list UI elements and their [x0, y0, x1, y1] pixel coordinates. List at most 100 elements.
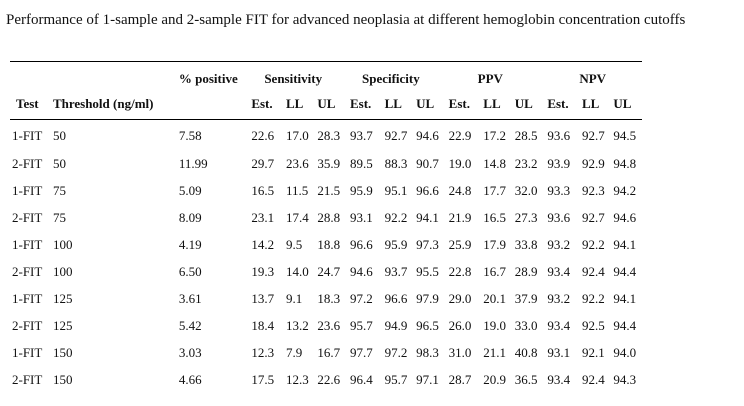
table-cell: 97.9 [416, 290, 439, 306]
table-cell: 23.1 [251, 209, 275, 225]
table-body: 1-FIT 50 7.58 22.6 17.0 28.3 93.7 92.7 94.6 22.9 1… [10, 120, 642, 394]
table-cell: 100 [52, 236, 73, 252]
header-est: Est. [547, 96, 569, 111]
header-pct-positive: % positive [178, 71, 238, 86]
table-cell: 97.7 [349, 344, 373, 360]
table-cell: 94.8 [613, 155, 637, 171]
table-cell: 28.8 [317, 209, 341, 225]
table-cell: 14.0 [285, 263, 309, 279]
table-row: 1-FIT 50 7.58 22.6 17.0 28.3 93.7 92.7 94.6 22.9 1… [10, 120, 642, 151]
table-row: 2-FIT 100 6.50 19.3 14.0 24.7 94.6 93.7 95.5 22.8… [10, 258, 642, 285]
table-cell: 22.9 [448, 128, 472, 143]
table-cell: 7.9 [285, 344, 303, 360]
table-cell: 92.4 [581, 263, 605, 279]
table-cell: 7.58 [178, 128, 202, 143]
table-cell: 4.66 [178, 371, 202, 387]
table-cell: 4.19 [178, 236, 202, 252]
table-cell: 93.6 [547, 128, 571, 143]
header-ul: UL [514, 96, 533, 111]
header-ul: UL [317, 96, 336, 111]
table-cell: 22.8 [448, 263, 472, 279]
table-cell: 12.3 [251, 344, 275, 360]
table-cell: 19.0 [448, 155, 472, 171]
table-cell: 93.1 [349, 209, 373, 225]
table-cell: 16.7 [317, 344, 341, 360]
table-cell: 17.7 [483, 182, 507, 198]
table-cell: 95.7 [349, 317, 373, 333]
table-cell: 22.6 [317, 371, 341, 387]
table-cell: 5.42 [178, 317, 202, 333]
table-cell: 3.03 [178, 344, 202, 360]
table-cell: 13.2 [285, 317, 309, 333]
table-cell: 27.3 [514, 209, 538, 225]
table-cell: 150 [52, 344, 73, 360]
table-cell: 93.1 [547, 344, 571, 360]
table-cell: 14.2 [251, 236, 275, 252]
table-cell: 95.5 [416, 263, 439, 279]
table-cell: 75 [52, 182, 66, 198]
table-cell: 21.5 [317, 182, 341, 198]
table-cell: 88.3 [384, 155, 408, 171]
table-cell: 94.0 [613, 344, 637, 360]
table-cell: 97.2 [384, 344, 408, 360]
table-cell: 93.4 [547, 317, 571, 333]
table-row: 1-FIT 100 4.19 14.2 9.5 18.8 96.6 95.9 97.3 25.9 1… [10, 231, 642, 258]
table-cell: 95.9 [349, 182, 373, 198]
table-cell: 3.61 [178, 290, 202, 306]
table-cell: 21.1 [483, 344, 507, 360]
table-cell: 96.5 [416, 317, 439, 333]
table-cell: 96.6 [384, 290, 408, 306]
results-table: % positive Sensitivity Specificity PPV N… [10, 61, 642, 393]
table-caption: Performance of 1-sample and 2-sample FIT… [6, 12, 686, 28]
table-cell: 94.2 [613, 182, 637, 198]
table-cell: 20.1 [483, 290, 507, 306]
table-cell: 1-FIT [12, 290, 43, 306]
table-cell: 36.5 [514, 371, 538, 387]
table-cell: 92.7 [581, 128, 605, 143]
table-cell: 24.8 [448, 182, 472, 198]
table-cell: 125 [52, 290, 73, 306]
header-est: Est. [448, 96, 470, 111]
table-cell: 16.7 [483, 263, 507, 279]
table-cell: 50 [52, 155, 66, 171]
table-cell: 13.7 [251, 290, 275, 306]
table-cell: 92.2 [581, 290, 605, 306]
header-sub-row: Test Threshold (ng/ml) Est. LL UL Est. L… [10, 89, 642, 120]
table-cell: 75 [52, 209, 66, 225]
table-cell: 93.3 [547, 182, 571, 198]
table-cell: 92.7 [384, 128, 408, 143]
table-cell: 33.8 [514, 236, 538, 252]
table-cell: 100 [52, 263, 73, 279]
table-cell: 95.1 [384, 182, 408, 198]
table-cell: 5.09 [178, 182, 202, 198]
table-cell: 89.5 [349, 155, 373, 171]
table-cell: 92.7 [581, 209, 605, 225]
table-cell: 22.6 [251, 128, 275, 143]
table-cell: 96.4 [349, 371, 373, 387]
table-cell: 18.8 [317, 236, 341, 252]
table-cell: 40.8 [514, 344, 538, 360]
table-cell: 92.9 [581, 155, 605, 171]
table-cell: 29.0 [448, 290, 472, 306]
header-specificity: Specificity [361, 71, 420, 86]
table-cell: 17.2 [483, 128, 507, 143]
table-cell: 94.4 [613, 263, 637, 279]
table-cell: 96.6 [349, 236, 373, 252]
table-cell: 17.9 [483, 236, 507, 252]
table-cell: 1-FIT [12, 182, 43, 198]
table-cell: 90.7 [416, 155, 439, 171]
table-cell: 23.6 [285, 155, 309, 171]
table-cell: 125 [52, 317, 73, 333]
table-cell: 12.3 [285, 371, 309, 387]
header-ul: UL [613, 96, 632, 111]
table-cell: 14.8 [483, 155, 507, 171]
table-cell: 11.99 [178, 155, 208, 171]
table-cell: 28.5 [514, 128, 538, 143]
table-cell: 17.4 [285, 209, 309, 225]
table-cell: 93.2 [547, 290, 571, 306]
table-cell: 9.1 [285, 290, 303, 306]
table-cell: 35.9 [317, 155, 341, 171]
table-cell: 93.4 [547, 371, 571, 387]
table-row: 2-FIT 150 4.66 17.5 12.3 22.6 96.4 95.7 97.1 28.7… [10, 366, 642, 393]
table-cell: 2-FIT [12, 155, 43, 171]
